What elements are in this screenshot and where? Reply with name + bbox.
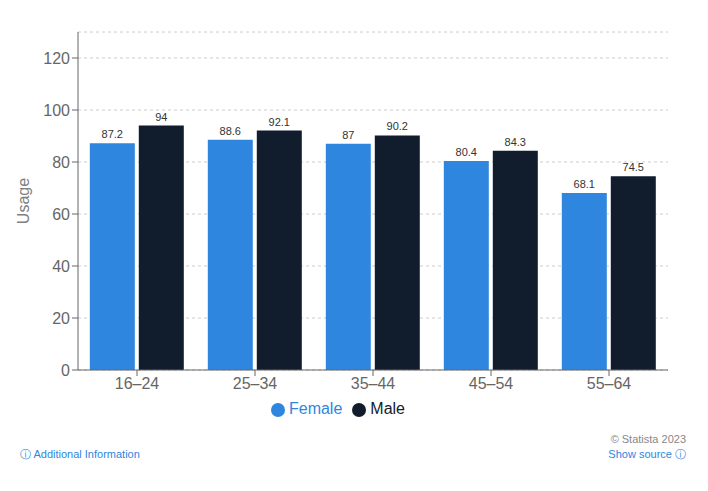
svg-text:80: 80 [52, 154, 70, 171]
svg-text:55–64: 55–64 [587, 375, 632, 392]
html-text:Male: Male [370, 400, 405, 417]
svg-text:94: 94 [155, 111, 167, 123]
html-text:Female: Female [289, 400, 343, 417]
svg-text:Usage: Usage [15, 178, 32, 224]
svg-text:90.2: 90.2 [387, 120, 408, 132]
svg-text:120: 120 [43, 50, 70, 67]
svg-text:84.3: 84.3 [505, 136, 526, 148]
svg-text:68.1: 68.1 [574, 178, 595, 190]
svg-text:100: 100 [43, 102, 70, 119]
svg-text:45–54: 45–54 [469, 375, 514, 392]
svg-text:60: 60 [52, 206, 70, 223]
svg-text:40: 40 [52, 258, 70, 275]
svg-text:87: 87 [342, 129, 354, 141]
svg-text:80.4: 80.4 [456, 146, 477, 158]
svg-text:35–44: 35–44 [351, 375, 396, 392]
svg-text:87.2: 87.2 [102, 128, 123, 140]
svg-text:20: 20 [52, 310, 70, 327]
svg-text:16–24: 16–24 [115, 375, 160, 392]
html-text:Show source ⓘ: Show source ⓘ [608, 448, 686, 460]
svg-text:92.1: 92.1 [269, 116, 290, 128]
svg-text:74.5: 74.5 [623, 161, 644, 173]
html-text:© Statista 2023: © Statista 2023 [610, 433, 686, 445]
svg-text:88.6: 88.6 [220, 125, 241, 137]
svg-text:0: 0 [61, 362, 70, 379]
svg-text:25–34: 25–34 [233, 375, 278, 392]
html-text:ⓘ Additional Information: ⓘ Additional Information [20, 448, 140, 460]
